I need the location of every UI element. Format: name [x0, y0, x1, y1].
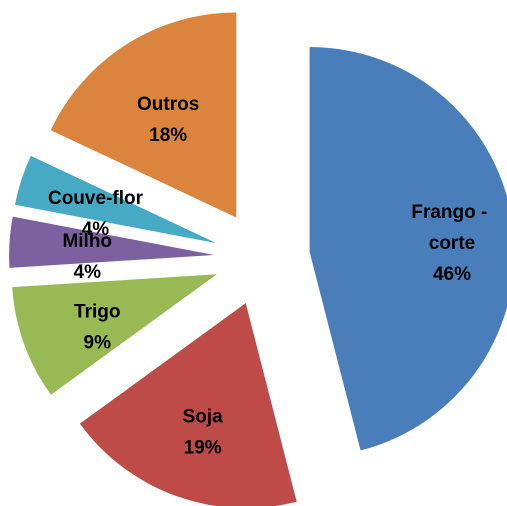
slice-label: Trigo	[74, 301, 120, 322]
slice-label: Outros	[137, 94, 199, 115]
value-label: 4%	[74, 262, 102, 283]
pie-slice	[12, 274, 217, 395]
pie-slice	[9, 216, 215, 268]
slice-label: Milho	[62, 231, 112, 252]
label-line: corte	[429, 233, 475, 254]
value-label: 9%	[84, 332, 112, 353]
label-line: Frango -	[411, 202, 492, 223]
label-line: Milho	[62, 231, 112, 252]
slice-label: Couve-flor	[48, 188, 144, 209]
pie-slice	[14, 155, 217, 244]
pie-slice	[309, 46, 507, 451]
label-line: Couve-flor	[48, 188, 144, 209]
slice-label: Frango - corte	[411, 202, 492, 254]
pie-slice	[79, 303, 297, 506]
value-label: 19%	[184, 438, 222, 459]
value-label: 4%	[82, 219, 110, 240]
label-line: Trigo	[74, 301, 120, 322]
label-line: Soja	[183, 407, 224, 428]
label-line: Outros	[137, 94, 199, 115]
pie-slice	[50, 12, 237, 218]
value-label: 18%	[149, 125, 187, 146]
value-label: 46%	[433, 264, 471, 285]
slice-label: Soja	[183, 407, 224, 428]
